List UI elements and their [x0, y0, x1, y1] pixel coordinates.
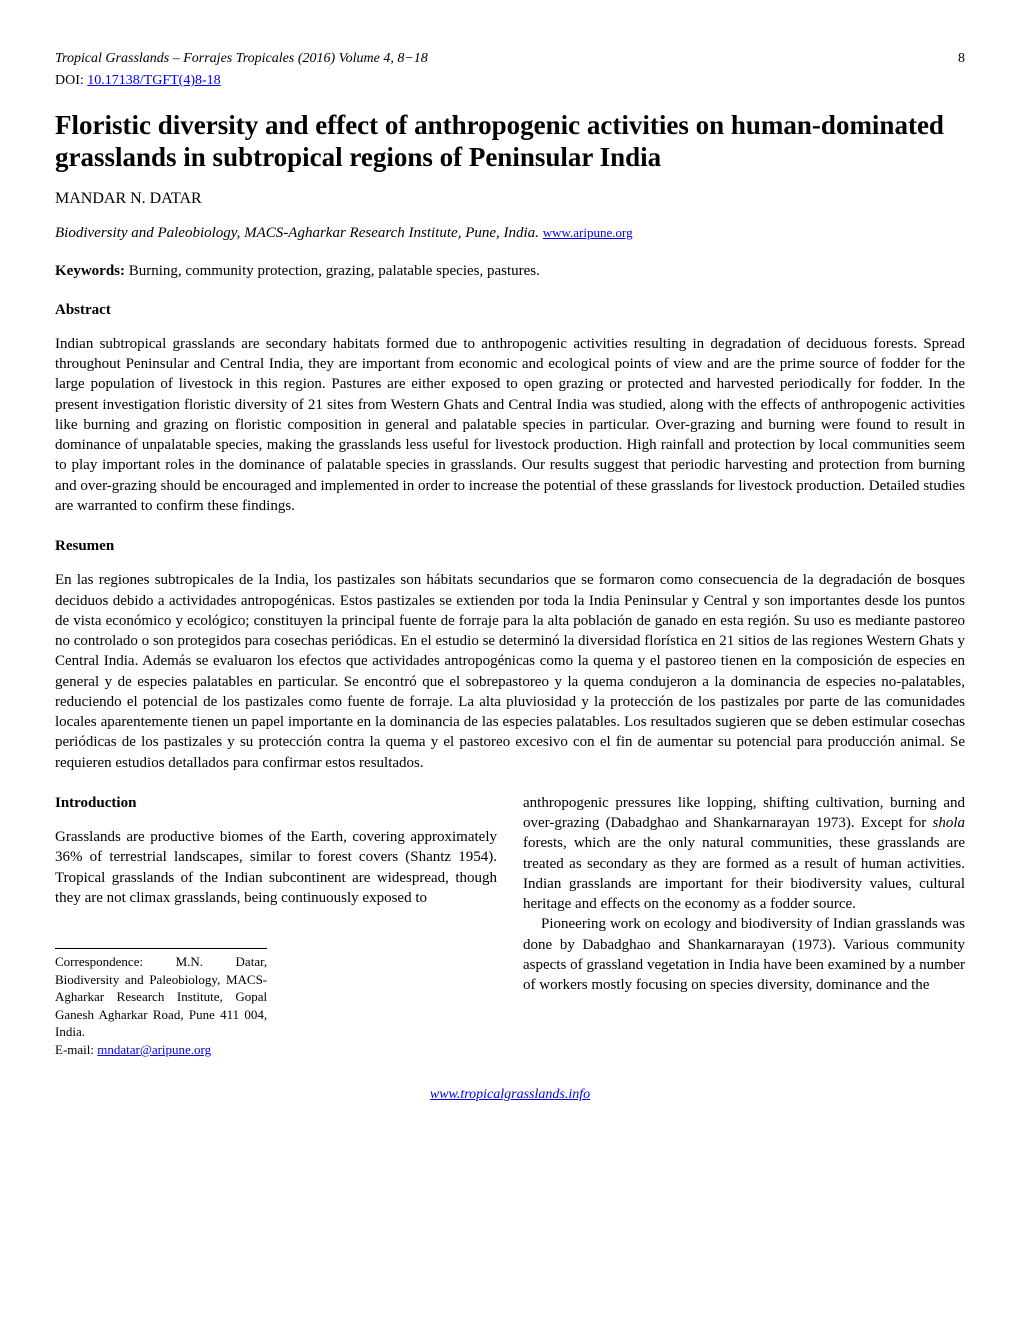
affiliation: Biodiversity and Paleobiology, MACS-Agha… — [55, 223, 965, 243]
doi-line: DOI: 10.17138/TGFT(4)8-18 — [55, 72, 965, 91]
footer-link[interactable]: www.tropicalgrasslands.info — [430, 1087, 590, 1102]
intro-para-2-right: Pioneering work on ecology and biodivers… — [523, 914, 965, 995]
right-column: anthropogenic pressures like lopping, sh… — [523, 793, 965, 1059]
author-name: MANDAR N. DATAR — [55, 188, 965, 210]
intro-para-1-right: anthropogenic pressures like lopping, sh… — [523, 793, 965, 915]
intro-para-1-left: Grasslands are productive biomes of the … — [55, 827, 497, 908]
journal-citation: Tropical Grasslands – Forrajes Tropicale… — [55, 50, 428, 69]
two-column-body: Introduction Grasslands are productive b… — [55, 793, 965, 1059]
article-title: Floristic diversity and effect of anthro… — [55, 109, 965, 174]
email-label: E-mail: — [55, 1042, 97, 1057]
correspondence-text: Correspondence: M.N. Datar, Biodiversity… — [55, 954, 267, 1039]
abstract-heading: Abstract — [55, 300, 965, 320]
correspondence-email[interactable]: mndatar@aripune.org — [97, 1042, 211, 1057]
abstract-text: Indian subtropical grasslands are second… — [55, 334, 965, 516]
left-column: Introduction Grasslands are productive b… — [55, 793, 497, 1059]
resumen-heading: Resumen — [55, 536, 965, 556]
keywords: Keywords: Burning, community protection,… — [55, 261, 965, 281]
keywords-text: Burning, community protection, grazing, … — [129, 263, 540, 279]
page-number: 8 — [958, 50, 965, 69]
correspondence-block: Correspondence: M.N. Datar, Biodiversity… — [55, 948, 267, 1058]
affiliation-text: Biodiversity and Paleobiology, MACS-Agha… — [55, 225, 543, 241]
affiliation-link[interactable]: www.aripune.org — [543, 225, 633, 240]
journal-header: Tropical Grasslands – Forrajes Tropicale… — [55, 50, 965, 69]
doi-link[interactable]: 10.17138/TGFT(4)8-18 — [87, 73, 220, 88]
doi-label: DOI: — [55, 73, 87, 88]
keywords-label: Keywords: — [55, 263, 129, 279]
footer: www.tropicalgrasslands.info — [55, 1086, 965, 1105]
introduction-heading: Introduction — [55, 793, 497, 813]
resumen-text: En las regiones subtropicales de la Indi… — [55, 570, 965, 773]
